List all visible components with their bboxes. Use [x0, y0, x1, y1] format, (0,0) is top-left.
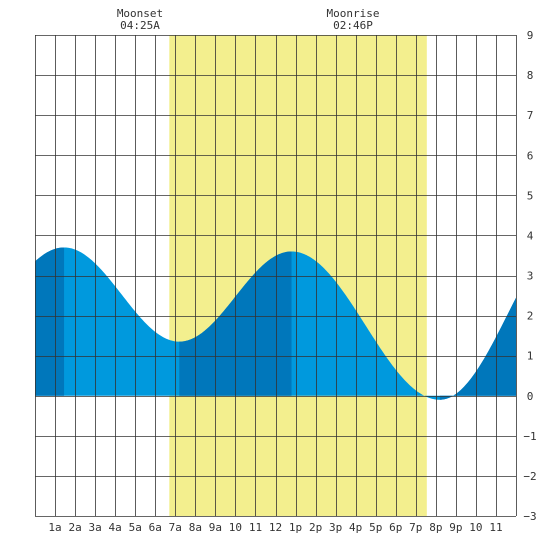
x-tick-label: 9p	[449, 521, 462, 534]
x-tick-label: 6p	[389, 521, 402, 534]
y-tick-label: 8	[527, 69, 534, 82]
x-tick-label: 8a	[189, 521, 202, 534]
y-tick-label: 9	[527, 29, 534, 42]
tide-area-dark-0	[35, 247, 65, 396]
x-tick-label: 9a	[209, 521, 222, 534]
y-tick-label: 1	[527, 350, 534, 363]
y-tick-label: 4	[527, 229, 534, 242]
x-tick-label: 3p	[329, 521, 342, 534]
moonset-label: Moonset	[117, 7, 163, 20]
y-axis-ticks: 9 8 7 6 5 4 3 2 1 0 −1 −2 −3	[523, 29, 536, 523]
x-tick-label: 1p	[289, 521, 302, 534]
x-tick-label: 5a	[129, 521, 142, 534]
x-tick-label: 11	[249, 521, 262, 534]
x-tick-label: 3a	[89, 521, 102, 534]
x-tick-label: 2p	[309, 521, 322, 534]
x-tick-label: 7a	[169, 521, 182, 534]
x-tick-label: 8p	[429, 521, 442, 534]
y-tick-label: 5	[527, 189, 534, 202]
y-tick-label: 6	[527, 149, 534, 162]
x-tick-label: 4p	[349, 521, 362, 534]
x-axis-ticks: 1a 2a 3a 4a 5a 6a 7a 8a 9a 10 11 12 1p 2p 3p 4p 5p 6p 7p 8p…	[48, 521, 502, 534]
grid-layer	[35, 35, 517, 517]
y-tick-label: 0	[527, 390, 534, 403]
x-tick-label: 6a	[149, 521, 162, 534]
y-tick-label: −2	[523, 470, 536, 483]
tide-area-layer	[35, 247, 516, 400]
x-tick-label: 12	[269, 521, 282, 534]
moon-events: Moonset 04:25A Moonrise 02:46P	[117, 7, 380, 32]
y-tick-label: 2	[527, 310, 534, 323]
moonset-time: 04:25A	[120, 19, 160, 32]
tide-area-dark-2	[439, 297, 516, 400]
x-tick-label: 10	[469, 521, 482, 534]
x-tick-label: 1a	[48, 521, 61, 534]
y-tick-label: 3	[527, 270, 534, 283]
x-tick-label: 7p	[409, 521, 422, 534]
x-tick-label: 11	[489, 521, 502, 534]
moonrise-time: 02:46P	[333, 19, 373, 32]
x-tick-label: 5p	[369, 521, 382, 534]
y-tick-label: 7	[527, 109, 534, 122]
moonrise-label: Moonrise	[327, 7, 380, 20]
x-tick-label: 2a	[68, 521, 81, 534]
y-tick-label: −1	[523, 430, 536, 443]
x-tick-label: 4a	[109, 521, 122, 534]
x-tick-label: 10	[229, 521, 242, 534]
y-tick-label: −3	[523, 510, 536, 523]
